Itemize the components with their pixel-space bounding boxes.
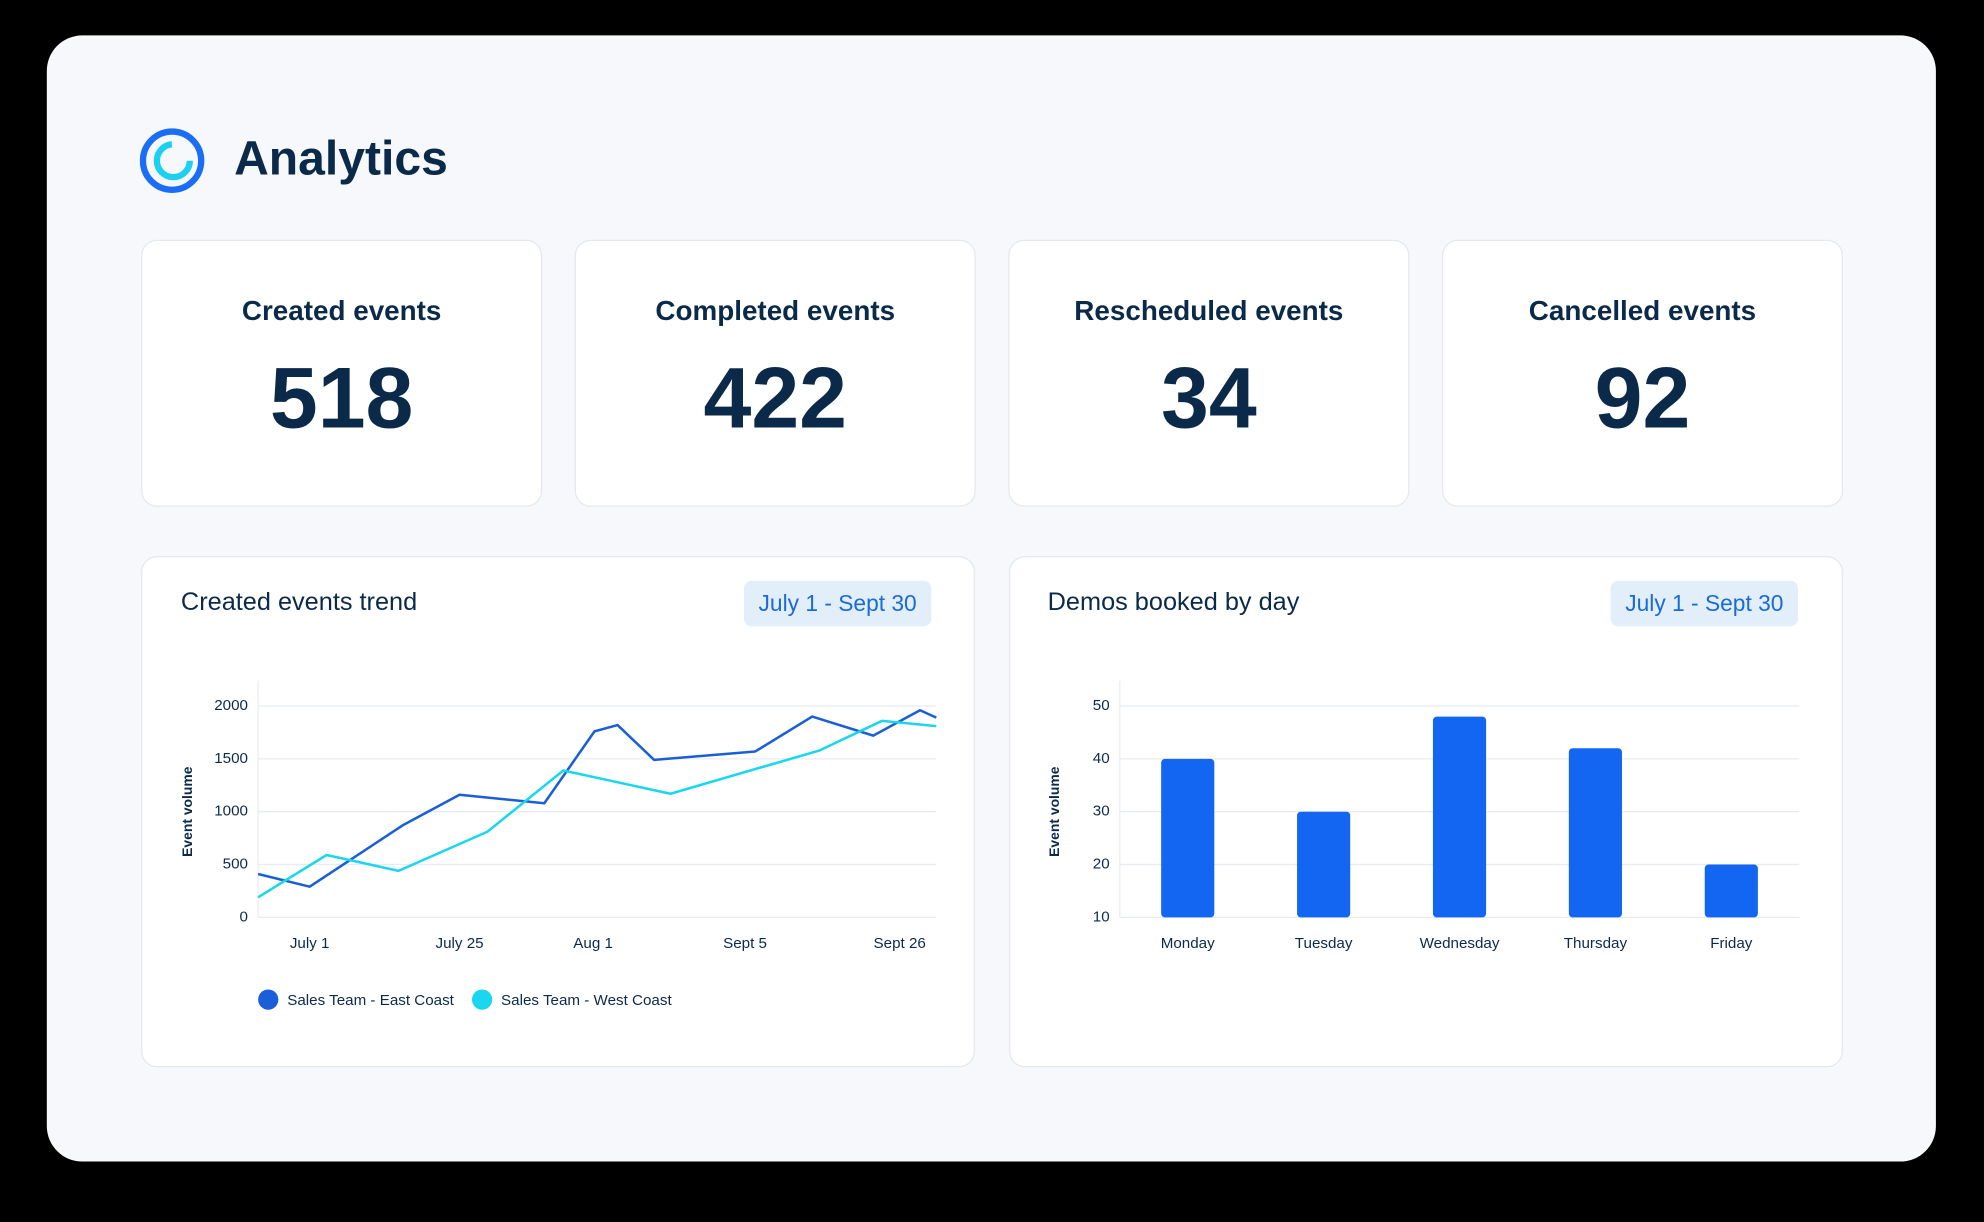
bar xyxy=(1568,748,1622,918)
x-tick-label: Sept 5 xyxy=(723,935,767,952)
x-tick-label: Friday xyxy=(1710,935,1753,952)
x-tick-label: Thursday xyxy=(1564,935,1628,952)
chart-title: Demos booked by day xyxy=(1048,588,1300,616)
y-tick-label: 500 xyxy=(223,856,248,873)
y-tick-label: 1500 xyxy=(214,750,248,767)
stat-card xyxy=(1008,239,1410,507)
date-range[interactable]: July 1 - Sept 30 xyxy=(1625,590,1783,616)
bar xyxy=(1704,864,1758,918)
stat-label: Created events xyxy=(242,295,442,326)
stat-value: 422 xyxy=(703,351,847,447)
legend-label: Sales Team - West Coast xyxy=(501,992,672,1009)
stat-value: 92 xyxy=(1595,351,1691,447)
bar xyxy=(1432,716,1487,918)
x-tick-label: Tuesday xyxy=(1295,935,1353,952)
bar xyxy=(1297,811,1351,918)
stat-label: Cancelled events xyxy=(1529,295,1756,326)
bar xyxy=(1161,758,1215,918)
x-tick-label: July 25 xyxy=(436,935,484,952)
x-tick-label: Sept 26 xyxy=(874,935,926,952)
line-series xyxy=(257,719,937,899)
chart-title: Created events trend xyxy=(181,588,417,616)
y-axis-label: Event volume xyxy=(1046,766,1062,857)
y-tick-label: 40 xyxy=(1093,750,1110,767)
legend-swatch xyxy=(471,989,493,1010)
stat-value: 34 xyxy=(1161,351,1257,447)
legend-swatch xyxy=(258,989,279,1010)
y-tick-label: 1000 xyxy=(214,803,248,820)
page-title: Analytics xyxy=(234,132,448,186)
y-axis-label: Event volume xyxy=(179,766,195,857)
x-tick-label: Aug 1 xyxy=(573,935,613,952)
y-tick-label: 20 xyxy=(1093,856,1110,873)
x-tick-label: Monday xyxy=(1161,935,1215,952)
legend-label: Sales Team - East Coast xyxy=(287,992,454,1009)
line-series xyxy=(257,708,937,888)
x-tick-label: Wednesday xyxy=(1420,935,1500,952)
stat-card xyxy=(1441,239,1844,507)
stat-card xyxy=(574,239,976,507)
date-pill[interactable] xyxy=(743,580,932,627)
stat-card xyxy=(141,239,543,507)
date-range[interactable]: July 1 - Sept 30 xyxy=(759,590,917,616)
stat-label: Rescheduled events xyxy=(1074,295,1343,326)
y-tick-label: 50 xyxy=(1093,697,1110,714)
y-tick-label: 2000 xyxy=(214,697,248,714)
x-tick-label: July 1 xyxy=(290,935,330,952)
date-pill[interactable] xyxy=(1610,580,1798,627)
logo xyxy=(139,128,205,193)
stat-label: Completed events xyxy=(655,295,895,326)
y-tick-label: 10 xyxy=(1093,908,1110,925)
y-tick-label: 30 xyxy=(1093,803,1110,820)
stat-value: 518 xyxy=(270,351,414,447)
y-tick-label: 0 xyxy=(240,908,248,925)
